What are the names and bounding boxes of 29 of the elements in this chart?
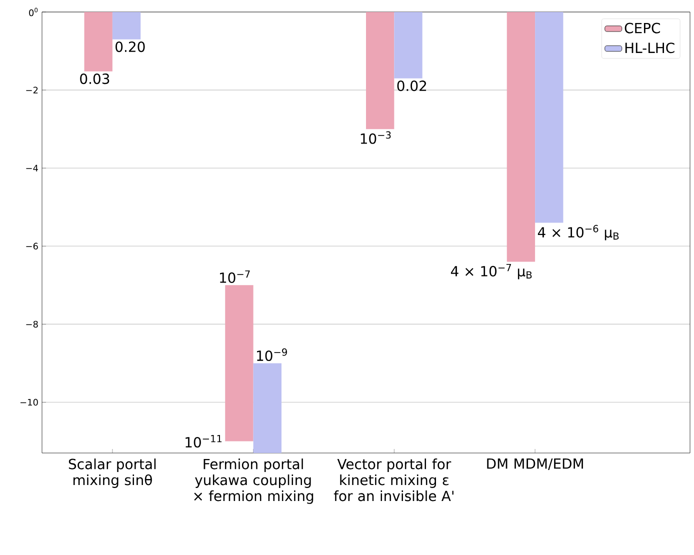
x-tick-label: Scalar portal mixing sinθ	[68, 458, 156, 488]
bar	[394, 12, 422, 78]
bar	[253, 363, 282, 453]
bar	[506, 12, 536, 262]
y-tick-label: −2	[26, 86, 38, 94]
x-tick-label: Vector portal for kinetic mixing ε for an invisible A'	[334, 458, 454, 502]
y-tick-label: −8	[26, 320, 38, 328]
annotation: 10$^{−3}$	[360, 131, 391, 144]
bar	[225, 285, 254, 442]
bar	[366, 12, 394, 130]
bar	[84, 12, 112, 72]
legend-label: HL-LHC	[625, 42, 674, 54]
annotation: 0.20	[116, 42, 145, 52]
legend-label: CEPC	[624, 22, 660, 34]
y-tick-label: −6	[26, 242, 38, 250]
annotation: 4 × 10$^{−7}$ μ$_{B}$	[450, 264, 532, 280]
bar	[112, 12, 141, 40]
y-tick-label: −4	[26, 164, 38, 172]
annotation: 0.02	[397, 80, 426, 92]
annotation: 10$^{−11}$	[186, 435, 222, 448]
annotation: 4 × 10$^{−6}$ μ$_{B}$	[538, 224, 619, 240]
bar	[535, 12, 564, 223]
y-tick-label: −10	[20, 398, 38, 406]
annotation: 10$^{−7}$	[220, 270, 250, 283]
annotation: 10$^{−9}$	[257, 348, 287, 362]
x-tick-label: Fermion portal yukawa coupling × fermion mixing	[194, 458, 314, 504]
y-tick-label: 0$^{0}$	[29, 8, 38, 16]
annotation: 0.03	[80, 74, 110, 84]
x-tick-label: DM MDM/EDM	[487, 458, 583, 470]
